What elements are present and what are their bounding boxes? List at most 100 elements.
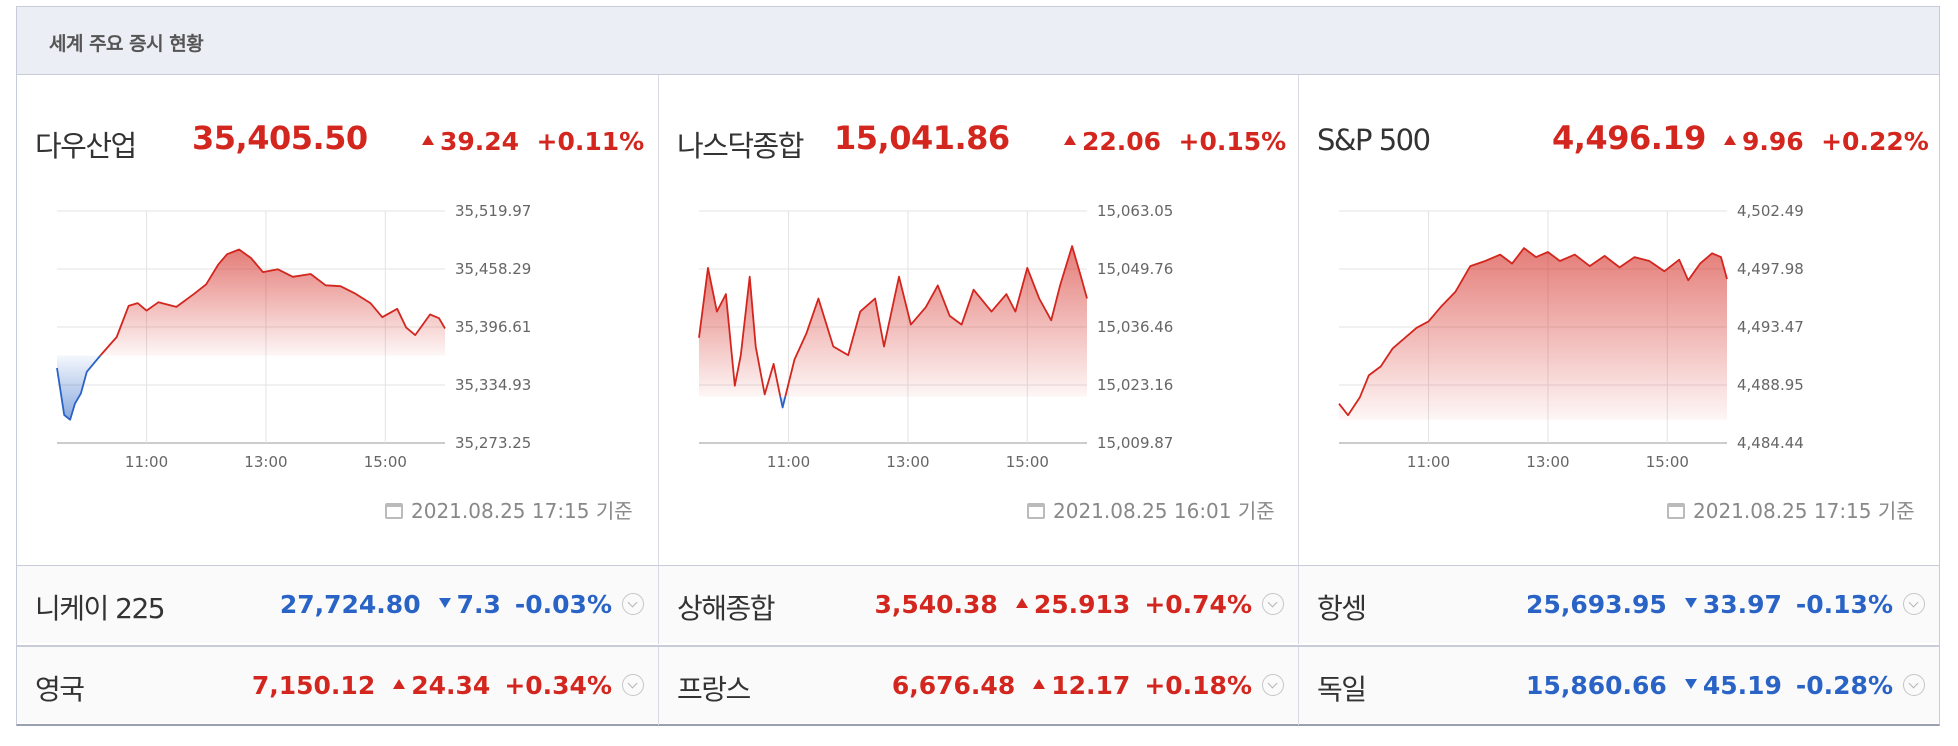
x-tick-label: 15:00 [364,453,407,471]
change-amount: 22.06 [1082,127,1162,156]
x-tick-label: 11:00 [125,453,168,471]
market-values: 6,676.48 12.17 +0.18% [892,671,1252,700]
triangle-up-icon [1064,135,1076,145]
series-line-up [784,245,1088,397]
market-row: 니케이 225 27,724.80 7.3 -0.03% 상해종합 3,540.38… [17,565,1939,644]
index-name: 다우산업 [35,129,137,163]
chevron-down-icon[interactable] [622,674,644,696]
intraday-chart-dow: 35,519.97 35,458.29 35,396.61 35,334.93 35,2… [56,202,531,471]
index-panel-dow[interactable]: 다우산업 35,405.50 39.24 +0.11% 35,519.97 35,… [17,75,657,565]
series-line-down [779,396,787,409]
change-amount: 9.96 [1742,127,1804,156]
y-tick-label: 15,049.76 [1097,260,1173,278]
timestamp: 2021.08.25 16:01 기준 [1027,495,1275,524]
index-change: 39.24 +0.11% [422,127,644,156]
change-percent: +0.11% [536,127,645,156]
series-line-up [698,267,782,397]
market-percent: -0.03% [514,590,612,619]
market-cell-france[interactable]: 프랑스 6,676.48 12.17 +0.18% [658,647,1298,725]
triangle-down-icon [1684,679,1697,689]
y-tick-label: 4,502.49 [1737,202,1804,220]
series-line-down [56,354,102,421]
triangle-up-icon [1015,598,1028,608]
triangle-up-icon [1724,135,1736,145]
x-tick-label: 11:00 [1407,453,1450,471]
market-change: 7.3 [456,590,501,619]
market-values: 7,150.12 24.34 +0.34% [252,671,612,700]
area-fill-up [785,246,1087,397]
chevron-down-icon[interactable] [622,593,644,615]
chevron-down-icon[interactable] [1262,674,1284,696]
y-tick-label: 35,519.97 [455,202,531,220]
y-tick-label: 15,036.46 [1097,318,1173,336]
timestamp: 2021.08.25 17:15 기준 [1667,495,1915,524]
y-tick-label: 35,334.93 [455,376,531,394]
market-value: 6,676.48 [891,671,1016,700]
area-fill-up [1339,248,1727,420]
market-value: 25,693.95 [1526,590,1667,619]
y-tick-label: 4,484.44 [1737,434,1804,452]
market-cell-nikkei[interactable]: 니케이 225 27,724.80 7.3 -0.03% [17,566,658,644]
market-change: 24.34 [411,671,491,700]
market-values: 3,540.38 25.913 +0.74% [874,590,1252,619]
market-value: 3,540.38 [874,590,998,619]
market-name: 상해종합 [677,592,776,625]
chevron-down-icon[interactable] [1903,593,1925,615]
triangle-up-icon [422,135,434,145]
x-tick-label: 15:00 [1646,453,1689,471]
market-cell-germany[interactable]: 독일 15,860.66 45.19 -0.28% [1298,647,1939,725]
x-tick-label: 13:00 [886,453,929,471]
chevron-down-icon[interactable] [1262,593,1284,615]
y-tick-label: 4,488.95 [1737,376,1804,394]
y-tick-label: 4,493.47 [1737,318,1804,336]
market-percent: +0.18% [1144,671,1252,700]
timestamp-text: 2021.08.25 16:01 기준 [1053,499,1275,523]
world-markets-widget: 세계 주요 증시 현황 다우산업 35,405.50 39.24 +0.11% … [16,6,1940,726]
timestamp-text: 2021.08.25 17:15 기준 [411,499,633,523]
market-value: 7,150.12 [251,671,376,700]
y-tick-label: 35,458.29 [455,260,531,278]
change-percent: +0.15% [1178,127,1287,156]
index-change: 22.06 +0.15% [1064,127,1286,156]
market-percent: -0.28% [1795,671,1893,700]
index-value: 35,405.50 [192,119,368,157]
timestamp-text: 2021.08.25 17:15 기준 [1693,499,1915,523]
market-cell-shanghai[interactable]: 상해종합 3,540.38 25.913 +0.74% [658,566,1298,644]
market-cell-hangseng[interactable]: 항셍 25,693.95 33.97 -0.13% [1298,566,1939,644]
area-fill-down [57,355,101,420]
triangle-up-icon [1033,679,1046,689]
market-change: 45.19 [1702,671,1782,700]
market-change: 25.913 [1033,590,1131,619]
triangle-down-icon [438,598,451,608]
market-value: 15,860.66 [1526,671,1667,700]
market-name: 영국 [35,673,85,706]
market-cell-uk[interactable]: 영국 7,150.12 24.34 +0.34% [17,647,658,725]
y-tick-label: 15,009.87 [1097,434,1173,452]
market-name: 독일 [1317,673,1367,706]
index-panel-sp500[interactable]: S&P 500 4,496.19 9.96 +0.22% 4,502.49 4,4… [1298,75,1941,565]
series-line-up [99,248,446,357]
market-name: 니케이 225 [35,592,166,625]
index-value: 15,041.86 [834,119,1010,157]
area-fill-up [100,249,446,356]
index-change: 9.96 +0.22% [1724,127,1929,156]
widget-header: 세계 주요 증시 현황 [17,7,1939,75]
market-value: 27,724.80 [279,590,421,619]
intraday-chart-nasdaq: 15,063.05 15,049.76 15,036.46 15,023.16 15,0… [698,202,1173,471]
chevron-down-icon[interactable] [1903,674,1925,696]
market-name: 프랑스 [677,673,751,706]
y-tick-label: 35,273.25 [455,434,531,452]
triangle-down-icon [1684,598,1697,608]
calendar-clock-icon [1027,502,1045,519]
market-row: 영국 7,150.12 24.34 +0.34% 프랑스 6,676.48 12.17… [17,645,1939,725]
market-values: 27,724.80 7.3 -0.03% [280,590,612,619]
index-panel-nasdaq[interactable]: 나스닥종합 15,041.86 22.06 +0.15% 15,063.05 15… [658,75,1298,565]
y-tick-label: 4,497.98 [1737,260,1804,278]
timestamp: 2021.08.25 17:15 기준 [385,495,633,524]
market-name: 항셍 [1317,592,1367,625]
series-line-up [1338,247,1728,417]
market-change: 33.97 [1702,590,1782,619]
market-change: 12.17 [1051,671,1131,700]
y-tick-label: 35,396.61 [455,318,531,336]
calendar-clock-icon [385,502,403,519]
